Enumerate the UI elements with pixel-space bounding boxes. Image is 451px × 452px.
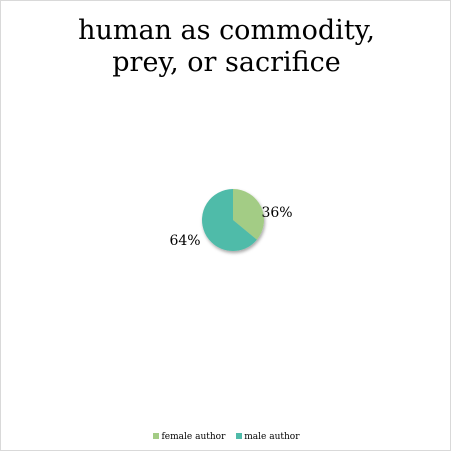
pie-data-label-male-author: 64% <box>169 233 200 249</box>
legend-label-female-author: female author <box>161 432 226 442</box>
legend-swatch-female-author <box>153 433 160 439</box>
chart-legend: female author male author <box>1 431 451 443</box>
pie-slice-female-author <box>233 189 264 240</box>
pie-slice-male-author <box>202 189 257 251</box>
legend-item-female-author: female author <box>153 431 225 443</box>
legend-swatch-male-author <box>236 433 243 439</box>
chart-title-line-1: human as commodity, <box>78 15 375 46</box>
pie-data-label-female-author: 36% <box>261 205 292 221</box>
chart-title-line-2: prey, or sacrifice <box>112 47 341 78</box>
legend-item-male-author: male author <box>236 431 300 443</box>
legend-label-male-author: male author <box>244 432 300 442</box>
